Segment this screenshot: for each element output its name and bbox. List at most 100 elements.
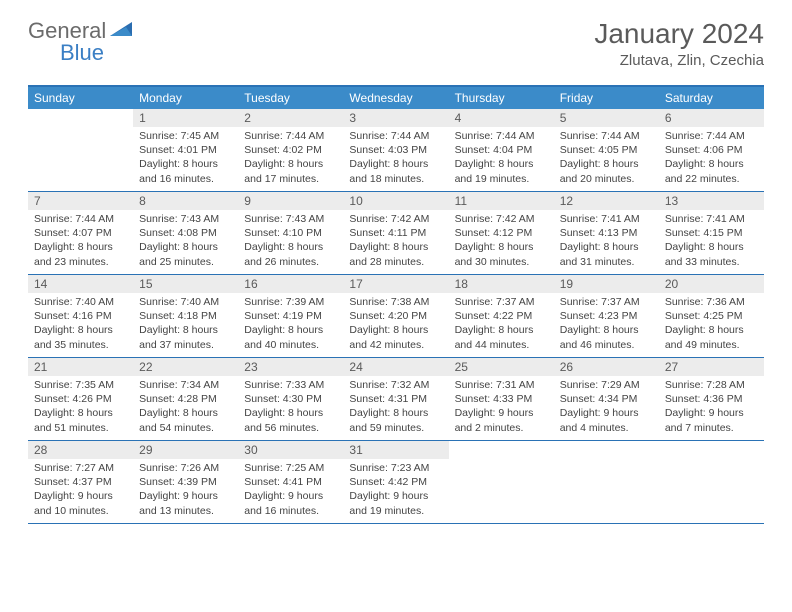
day-line: Sunrise: 7:37 AM	[560, 295, 653, 309]
day-line: Sunrise: 7:43 AM	[244, 212, 337, 226]
day-line: Sunset: 4:16 PM	[34, 309, 127, 323]
day-line: Daylight: 8 hours	[244, 157, 337, 171]
day-line: and 30 minutes.	[455, 255, 548, 269]
day-line: Sunset: 4:20 PM	[349, 309, 442, 323]
day-line: Daylight: 9 hours	[455, 406, 548, 420]
day-line: Daylight: 8 hours	[244, 240, 337, 254]
day-line: and 22 minutes.	[665, 172, 758, 186]
day-line: Sunset: 4:13 PM	[560, 226, 653, 240]
day-line: Sunrise: 7:40 AM	[139, 295, 232, 309]
day-line: Sunset: 4:01 PM	[139, 143, 232, 157]
day-body: Sunrise: 7:44 AMSunset: 4:04 PMDaylight:…	[449, 127, 554, 190]
day-line: Sunrise: 7:34 AM	[139, 378, 232, 392]
day-cell-15: 15Sunrise: 7:40 AMSunset: 4:18 PMDayligh…	[133, 275, 238, 357]
logo-triangle-icon	[110, 20, 134, 43]
day-line: Sunrise: 7:32 AM	[349, 378, 442, 392]
day-body: Sunrise: 7:44 AMSunset: 4:07 PMDaylight:…	[28, 210, 133, 273]
day-line: Daylight: 9 hours	[560, 406, 653, 420]
day-line: Sunrise: 7:25 AM	[244, 461, 337, 475]
day-cell-23: 23Sunrise: 7:33 AMSunset: 4:30 PMDayligh…	[238, 358, 343, 440]
day-cell-29: 29Sunrise: 7:26 AMSunset: 4:39 PMDayligh…	[133, 441, 238, 523]
day-number: 21	[28, 358, 133, 376]
day-line: and 56 minutes.	[244, 421, 337, 435]
day-line: Sunset: 4:31 PM	[349, 392, 442, 406]
day-line: Sunrise: 7:33 AM	[244, 378, 337, 392]
day-line: Sunset: 4:12 PM	[455, 226, 548, 240]
day-line: and 44 minutes.	[455, 338, 548, 352]
day-body: Sunrise: 7:33 AMSunset: 4:30 PMDaylight:…	[238, 376, 343, 439]
day-line: and 7 minutes.	[665, 421, 758, 435]
day-line: Daylight: 8 hours	[455, 323, 548, 337]
header: General Blue January 2024 Zlutava, Zlin,…	[0, 0, 792, 77]
day-line: and 31 minutes.	[560, 255, 653, 269]
day-line: Sunrise: 7:44 AM	[34, 212, 127, 226]
day-line: Daylight: 8 hours	[139, 323, 232, 337]
day-line: Sunrise: 7:23 AM	[349, 461, 442, 475]
day-line: and 40 minutes.	[244, 338, 337, 352]
day-cell-10: 10Sunrise: 7:42 AMSunset: 4:11 PMDayligh…	[343, 192, 448, 274]
day-line: Daylight: 8 hours	[349, 406, 442, 420]
day-body: Sunrise: 7:42 AMSunset: 4:11 PMDaylight:…	[343, 210, 448, 273]
day-line: and 51 minutes.	[34, 421, 127, 435]
day-line: Daylight: 9 hours	[665, 406, 758, 420]
day-line: Sunrise: 7:27 AM	[34, 461, 127, 475]
day-line: Daylight: 8 hours	[349, 323, 442, 337]
day-cell-14: 14Sunrise: 7:40 AMSunset: 4:16 PMDayligh…	[28, 275, 133, 357]
weekday-monday: Monday	[133, 87, 238, 109]
day-cell-24: 24Sunrise: 7:32 AMSunset: 4:31 PMDayligh…	[343, 358, 448, 440]
day-number: 23	[238, 358, 343, 376]
day-line: Sunrise: 7:36 AM	[665, 295, 758, 309]
day-line: and 19 minutes.	[349, 504, 442, 518]
day-cell-3: 3Sunrise: 7:44 AMSunset: 4:03 PMDaylight…	[343, 109, 448, 191]
day-number: 18	[449, 275, 554, 293]
day-line: Sunset: 4:34 PM	[560, 392, 653, 406]
day-body: Sunrise: 7:31 AMSunset: 4:33 PMDaylight:…	[449, 376, 554, 439]
day-line: Daylight: 8 hours	[665, 323, 758, 337]
day-line: and 33 minutes.	[665, 255, 758, 269]
day-line: Sunset: 4:05 PM	[560, 143, 653, 157]
day-line: Sunset: 4:06 PM	[665, 143, 758, 157]
day-body: Sunrise: 7:23 AMSunset: 4:42 PMDaylight:…	[343, 459, 448, 522]
day-number: 16	[238, 275, 343, 293]
day-line: Sunset: 4:15 PM	[665, 226, 758, 240]
day-line: Daylight: 8 hours	[139, 157, 232, 171]
day-line: Sunset: 4:11 PM	[349, 226, 442, 240]
day-line: and 17 minutes.	[244, 172, 337, 186]
day-body: Sunrise: 7:44 AMSunset: 4:06 PMDaylight:…	[659, 127, 764, 190]
day-line: and 54 minutes.	[139, 421, 232, 435]
day-cell-4: 4Sunrise: 7:44 AMSunset: 4:04 PMDaylight…	[449, 109, 554, 191]
day-line: Sunrise: 7:42 AM	[455, 212, 548, 226]
week-row: 21Sunrise: 7:35 AMSunset: 4:26 PMDayligh…	[28, 358, 764, 441]
day-line: Sunrise: 7:39 AM	[244, 295, 337, 309]
day-line: Sunrise: 7:44 AM	[349, 129, 442, 143]
day-body: Sunrise: 7:41 AMSunset: 4:13 PMDaylight:…	[554, 210, 659, 273]
day-line: Sunrise: 7:41 AM	[665, 212, 758, 226]
day-cell-12: 12Sunrise: 7:41 AMSunset: 4:13 PMDayligh…	[554, 192, 659, 274]
day-number: 31	[343, 441, 448, 459]
day-line: Sunrise: 7:40 AM	[34, 295, 127, 309]
day-line: Sunset: 4:30 PM	[244, 392, 337, 406]
day-cell-31: 31Sunrise: 7:23 AMSunset: 4:42 PMDayligh…	[343, 441, 448, 523]
day-line: Daylight: 8 hours	[560, 240, 653, 254]
day-number: 20	[659, 275, 764, 293]
day-number: 15	[133, 275, 238, 293]
day-number: 9	[238, 192, 343, 210]
week-row: 28Sunrise: 7:27 AMSunset: 4:37 PMDayligh…	[28, 441, 764, 524]
day-number: 30	[238, 441, 343, 459]
day-number: 14	[28, 275, 133, 293]
day-line: Daylight: 8 hours	[139, 240, 232, 254]
day-number: 27	[659, 358, 764, 376]
day-line: Daylight: 9 hours	[244, 489, 337, 503]
day-line: Sunset: 4:22 PM	[455, 309, 548, 323]
day-cell-8: 8Sunrise: 7:43 AMSunset: 4:08 PMDaylight…	[133, 192, 238, 274]
day-line: and 13 minutes.	[139, 504, 232, 518]
logo: General Blue	[28, 18, 134, 44]
day-line: Sunset: 4:07 PM	[34, 226, 127, 240]
day-line: and 20 minutes.	[560, 172, 653, 186]
day-line: Sunset: 4:23 PM	[560, 309, 653, 323]
day-cell-21: 21Sunrise: 7:35 AMSunset: 4:26 PMDayligh…	[28, 358, 133, 440]
day-number: 22	[133, 358, 238, 376]
day-cell-19: 19Sunrise: 7:37 AMSunset: 4:23 PMDayligh…	[554, 275, 659, 357]
day-line: Daylight: 8 hours	[244, 323, 337, 337]
week-row: 1Sunrise: 7:45 AMSunset: 4:01 PMDaylight…	[28, 109, 764, 192]
